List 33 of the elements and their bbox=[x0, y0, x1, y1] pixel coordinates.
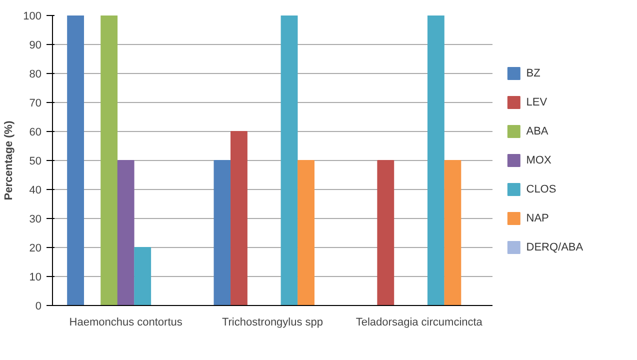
bar bbox=[100, 16, 118, 306]
y-tick-label: 70 bbox=[29, 98, 42, 110]
y-tick-label: 80 bbox=[29, 68, 42, 80]
y-tick-label: 0 bbox=[35, 300, 42, 312]
legend-label: CLOS bbox=[526, 184, 556, 196]
y-tick-label: 90 bbox=[29, 40, 42, 52]
y-tick-label: 30 bbox=[29, 214, 42, 226]
bar bbox=[280, 16, 298, 306]
legend-label: ABA bbox=[526, 126, 549, 138]
y-tick-label: 10 bbox=[29, 272, 42, 284]
x-tick-label: Teladorsagia circumcincta bbox=[356, 316, 484, 328]
y-tick-label: 60 bbox=[29, 126, 42, 138]
bar bbox=[444, 160, 462, 306]
legend-label: MOX bbox=[526, 154, 552, 166]
bar bbox=[298, 160, 314, 306]
y-tick-label: 40 bbox=[29, 184, 42, 196]
y-tick-label: 100 bbox=[23, 10, 42, 22]
y-tick-label: 50 bbox=[29, 156, 42, 168]
bar bbox=[214, 160, 231, 306]
legend-label: BZ bbox=[526, 68, 541, 80]
legend-label: LEV bbox=[526, 96, 548, 108]
y-tick-label: 20 bbox=[29, 242, 42, 254]
legend-label: NAP bbox=[526, 212, 549, 224]
x-tick-label: Haemonchus contortus bbox=[69, 316, 183, 328]
legend-label: DERQ/ABA bbox=[526, 242, 584, 254]
bar bbox=[117, 160, 134, 306]
bar bbox=[427, 16, 444, 306]
bar bbox=[67, 16, 84, 306]
bar bbox=[230, 131, 248, 306]
bar bbox=[134, 247, 152, 306]
y-axis-title: Percentage (%) bbox=[3, 120, 16, 200]
x-tick-label: Trichostrongylus spp bbox=[222, 316, 324, 328]
bar bbox=[377, 160, 394, 306]
